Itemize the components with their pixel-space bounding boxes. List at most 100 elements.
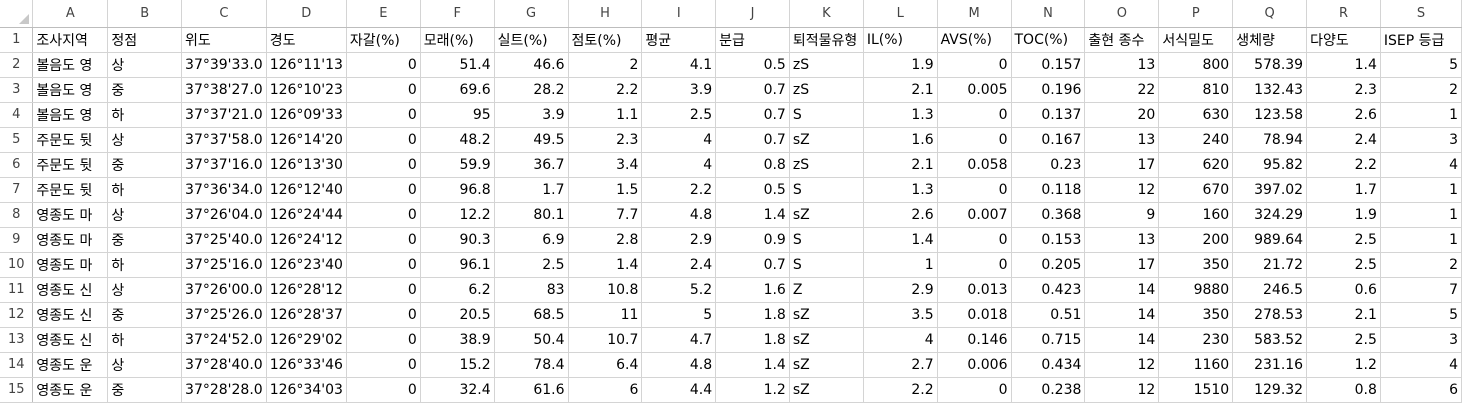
cell[interactable]: 810 <box>1158 77 1234 103</box>
header-cell[interactable]: 다양도 <box>1306 27 1381 53</box>
cell[interactable]: 132.43 <box>1232 77 1308 103</box>
cell[interactable]: 32.4 <box>420 377 495 403</box>
cell[interactable]: 240 <box>1158 127 1234 153</box>
cell[interactable]: 350 <box>1158 302 1234 328</box>
cell[interactable]: 2.5 <box>1306 327 1381 353</box>
cell[interactable]: 0 <box>937 102 1012 128</box>
cell[interactable]: 0.137 <box>1011 102 1086 128</box>
cell[interactable]: 주문도 뒷 <box>32 177 109 203</box>
cell[interactable]: 37°25'26.0 <box>181 302 267 328</box>
cell[interactable]: 0.058 <box>937 152 1012 178</box>
column-header[interactable]: R <box>1306 0 1381 28</box>
cell[interactable]: 0.018 <box>937 302 1012 328</box>
row-header[interactable]: 10 <box>0 252 34 278</box>
cell[interactable]: 37°26'04.0 <box>181 202 267 228</box>
column-header[interactable]: D <box>266 0 347 28</box>
cell[interactable]: 37°25'40.0 <box>181 227 267 253</box>
cell[interactable]: 1.9 <box>863 52 938 78</box>
cell[interactable]: 0.9 <box>715 227 790 253</box>
cell[interactable]: 17 <box>1084 152 1160 178</box>
cell[interactable]: 37°28'40.0 <box>181 352 267 378</box>
column-header[interactable]: J <box>715 0 790 28</box>
cell[interactable]: 3.9 <box>494 102 569 128</box>
cell[interactable]: 9880 <box>1158 277 1234 303</box>
cell[interactable]: 0.153 <box>1011 227 1086 253</box>
cell[interactable]: 0.7 <box>715 252 790 278</box>
cell[interactable]: 0.23 <box>1011 152 1086 178</box>
cell[interactable]: 230 <box>1158 327 1234 353</box>
cell[interactable]: 상 <box>107 52 183 78</box>
cell[interactable]: 1.6 <box>863 127 938 153</box>
cell[interactable]: 46.6 <box>494 52 569 78</box>
cell[interactable]: 0.434 <box>1011 352 1086 378</box>
cell[interactable]: 0.007 <box>937 202 1012 228</box>
cell[interactable]: 37°24'52.0 <box>181 327 267 353</box>
cell[interactable]: 2.9 <box>641 227 717 253</box>
cell[interactable]: 78.4 <box>494 352 569 378</box>
cell[interactable]: 6.2 <box>420 277 495 303</box>
cell[interactable]: 10.8 <box>568 277 643 303</box>
cell[interactable]: 68.5 <box>494 302 569 328</box>
cell[interactable]: 하 <box>107 177 183 203</box>
cell[interactable]: 0.205 <box>1011 252 1086 278</box>
row-header[interactable]: 13 <box>0 327 34 353</box>
cell[interactable]: 하 <box>107 252 183 278</box>
cell[interactable]: 324.29 <box>1232 202 1308 228</box>
cell[interactable]: 7 <box>1380 277 1462 303</box>
cell[interactable]: 1.4 <box>568 252 643 278</box>
cell[interactable]: 5 <box>641 302 717 328</box>
cell[interactable]: 49.5 <box>494 127 569 153</box>
cell[interactable]: 126°12'40 <box>266 177 347 203</box>
cell[interactable]: 1.4 <box>715 202 790 228</box>
cell[interactable]: 51.4 <box>420 52 495 78</box>
cell[interactable]: 96.1 <box>420 252 495 278</box>
cell[interactable]: 중 <box>107 77 183 103</box>
cell[interactable]: sZ <box>789 327 864 353</box>
cell[interactable]: 11 <box>568 302 643 328</box>
cell[interactable]: 2.2 <box>568 77 643 103</box>
cell[interactable]: sZ <box>789 302 864 328</box>
header-cell[interactable]: 분급 <box>715 27 790 53</box>
cell[interactable]: 21.72 <box>1232 252 1308 278</box>
cell[interactable]: 7.7 <box>568 202 643 228</box>
cell[interactable]: 350 <box>1158 252 1234 278</box>
cell[interactable]: 2.3 <box>568 127 643 153</box>
header-cell[interactable]: ISEP 등급 <box>1380 27 1462 53</box>
cell[interactable]: 1.3 <box>863 177 938 203</box>
cell[interactable]: 0.715 <box>1011 327 1086 353</box>
cell[interactable]: 20.5 <box>420 302 495 328</box>
cell[interactable]: 126°14'20 <box>266 127 347 153</box>
cell[interactable]: 0 <box>937 227 1012 253</box>
cell[interactable]: 126°34'03 <box>266 377 347 403</box>
cell[interactable]: 1 <box>1380 202 1462 228</box>
cell[interactable]: 1.4 <box>1306 52 1381 78</box>
cell[interactable]: 0.238 <box>1011 377 1086 403</box>
column-header[interactable]: G <box>494 0 569 28</box>
cell[interactable]: 126°24'44 <box>266 202 347 228</box>
cell[interactable]: 4 <box>863 327 938 353</box>
cell[interactable]: sZ <box>789 377 864 403</box>
cell[interactable]: 0.7 <box>715 102 790 128</box>
row-header[interactable]: 2 <box>0 52 34 78</box>
cell[interactable]: S <box>789 227 864 253</box>
cell[interactable]: 397.02 <box>1232 177 1308 203</box>
cell[interactable]: 0.51 <box>1011 302 1086 328</box>
cell[interactable]: 78.94 <box>1232 127 1308 153</box>
header-cell[interactable]: 생체량 <box>1232 27 1308 53</box>
cell[interactable]: 영종도 운 <box>32 377 109 403</box>
cell[interactable]: 246.5 <box>1232 277 1308 303</box>
cell[interactable]: Z <box>789 277 864 303</box>
cell[interactable]: 중 <box>107 152 183 178</box>
cell[interactable]: 129.32 <box>1232 377 1308 403</box>
cell[interactable]: 4.8 <box>641 202 717 228</box>
column-header[interactable]: P <box>1158 0 1234 28</box>
cell[interactable]: 3 <box>1380 327 1462 353</box>
cell[interactable]: 영종도 신 <box>32 327 109 353</box>
cell[interactable]: 9 <box>1084 202 1160 228</box>
cell[interactable]: 0 <box>346 252 421 278</box>
cell[interactable]: 126°10'23 <box>266 77 347 103</box>
select-all-corner[interactable] <box>0 0 34 28</box>
cell[interactable]: 3 <box>1380 127 1462 153</box>
column-header[interactable]: I <box>641 0 717 28</box>
cell[interactable]: 0.368 <box>1011 202 1086 228</box>
